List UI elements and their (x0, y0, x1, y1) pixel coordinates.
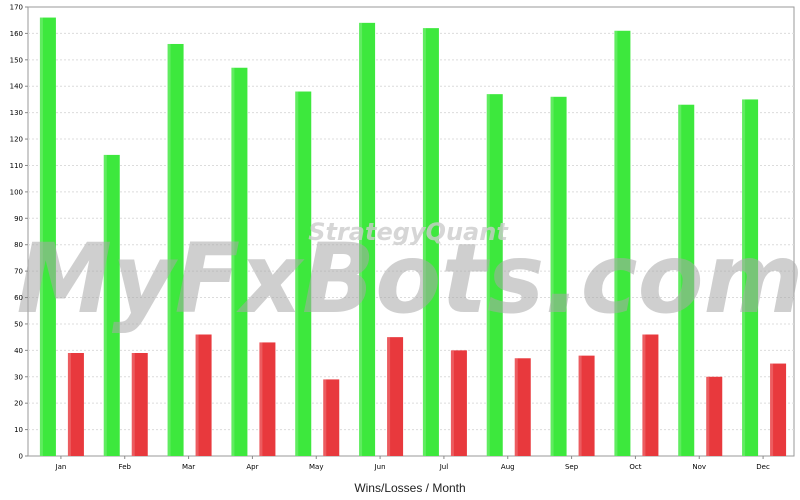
y-tick-label: 0 (19, 453, 23, 461)
bar-wins (678, 104, 695, 457)
watermark: StrategyQuant MyFxBots.com (16, 218, 800, 335)
bar-losses (323, 379, 340, 456)
bar-wins (422, 28, 439, 456)
x-tick-label: Jul (439, 463, 449, 471)
y-tick-label: 170 (10, 4, 23, 12)
bar-wins (295, 91, 312, 457)
bar-losses (259, 342, 276, 456)
y-tick-label: 30 (14, 373, 23, 381)
bar-losses (770, 363, 787, 456)
x-axis-label: Wins/Losses / Month (354, 481, 465, 495)
bar-wins (486, 94, 503, 457)
bar-highlight (514, 358, 518, 456)
y-tick-label: 150 (10, 56, 23, 64)
bar-highlight (67, 352, 71, 456)
bar-wins (742, 99, 759, 457)
bar-losses (450, 350, 467, 456)
y-tick-label: 90 (14, 215, 23, 223)
bars (39, 17, 787, 457)
y-tick-label: 50 (14, 320, 23, 328)
y-tick-label: 130 (10, 109, 23, 117)
bar-highlight (742, 99, 746, 457)
y-tick-label: 120 (10, 136, 23, 144)
y-axis: 0 10 20 30 40 50 60 70 80 90 100 110 120 130 140 150 160… (10, 4, 28, 461)
bar-losses (387, 337, 404, 456)
bar-highlight (770, 363, 774, 456)
x-tick-label: Apr (246, 463, 258, 471)
x-tick-label: Nov (692, 463, 706, 471)
bar-wins (359, 22, 376, 457)
x-axis: Jan Feb Mar Apr May Jun Jul Aug Sep Oct Nov Dec (55, 456, 770, 471)
bar-losses (642, 334, 659, 456)
bar-highlight (422, 28, 426, 456)
bar-wins (167, 43, 184, 456)
bar-wins (614, 30, 631, 456)
bar-losses (195, 334, 212, 456)
x-tick-label: Aug (501, 463, 515, 471)
x-tick-label: Feb (119, 463, 132, 471)
bar-losses (706, 376, 723, 456)
x-tick-label: Jan (55, 463, 67, 471)
x-tick-label: Oct (629, 463, 641, 471)
bar-wins (103, 154, 120, 456)
y-tick-label: 70 (14, 268, 23, 276)
bar-losses (578, 355, 595, 456)
bar-highlight (614, 30, 618, 456)
bar-highlight (295, 91, 299, 457)
bar-highlight (550, 96, 554, 457)
x-tick-label: Mar (182, 463, 195, 471)
bar-highlight (642, 334, 646, 456)
bar-wins (550, 96, 567, 457)
bar-highlight (387, 337, 391, 456)
y-tick-label: 60 (14, 294, 23, 302)
bar-highlight (678, 104, 682, 457)
x-tick-label: Jun (374, 463, 386, 471)
y-tick-label: 110 (10, 162, 23, 170)
bar-highlight (706, 376, 710, 456)
y-tick-label: 100 (10, 188, 23, 196)
bar-highlight (167, 43, 171, 456)
y-tick-label: 20 (14, 400, 23, 408)
bar-highlight (231, 67, 235, 456)
plot-area (27, 6, 795, 457)
bar-highlight (323, 379, 327, 456)
bar-highlight (259, 342, 263, 456)
bar-highlight (103, 154, 107, 456)
bar-wins (231, 67, 248, 456)
bar-highlight (39, 17, 43, 457)
bar-highlight (359, 22, 363, 457)
bar-highlight (195, 334, 199, 456)
watermark-sub: StrategyQuant (308, 218, 509, 246)
y-tick-label: 10 (14, 426, 23, 434)
bar-losses (131, 352, 148, 456)
y-tick-label: 160 (10, 30, 23, 38)
bar-highlight (486, 94, 490, 457)
bar-losses (514, 358, 531, 456)
watermark-main: MyFxBots.com (16, 223, 800, 335)
x-tick-label: May (309, 463, 323, 471)
bar-highlight (578, 355, 582, 456)
y-tick-label: 80 (14, 241, 23, 249)
y-tick-label: 140 (10, 83, 23, 91)
bar-wins (39, 17, 56, 457)
bar-highlight (131, 352, 135, 456)
bar-highlight (450, 350, 454, 456)
x-tick-label: Sep (565, 463, 579, 471)
y-tick-label: 40 (14, 347, 23, 355)
bar-losses (67, 352, 84, 456)
x-tick-label: Dec (756, 463, 770, 471)
